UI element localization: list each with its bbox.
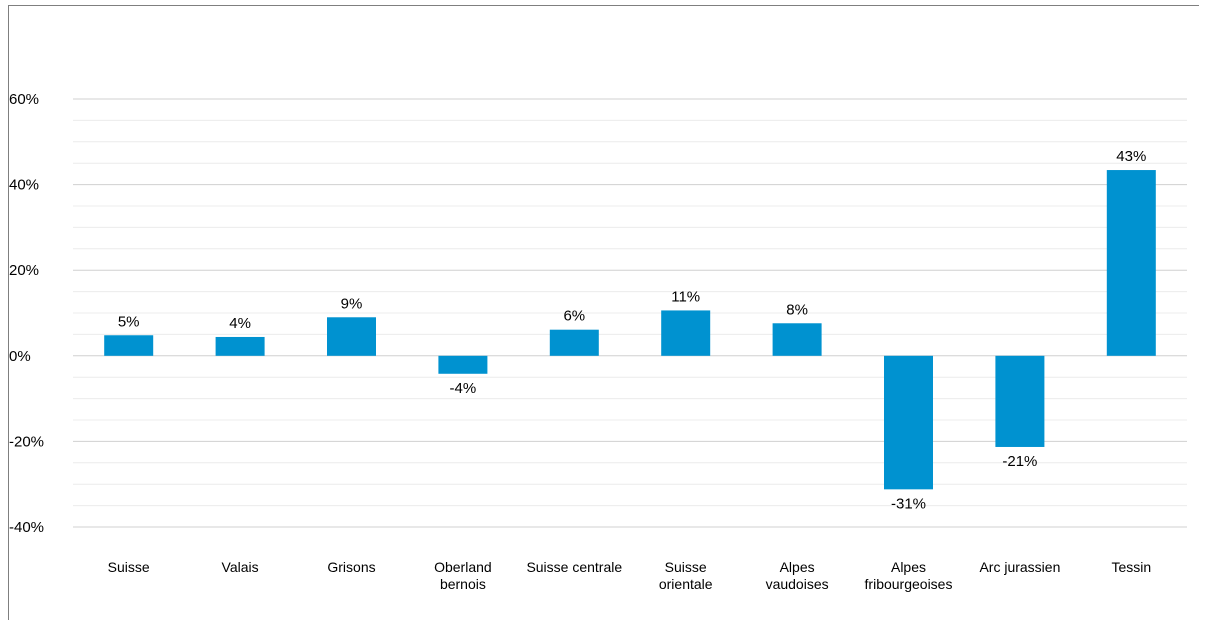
bar — [1106, 170, 1156, 356]
category-label: Grisons — [327, 559, 375, 575]
data-label: 9% — [341, 295, 363, 312]
bar — [772, 323, 822, 356]
category-label: Valais — [222, 559, 259, 575]
y-tick-label: 40% — [9, 177, 39, 194]
grid-lines — [73, 98, 1187, 528]
data-label: 6% — [563, 308, 585, 325]
y-tick-label: 20% — [9, 262, 39, 279]
category-label: Suisse — [108, 559, 150, 575]
category-label: Suisse centrale — [526, 559, 622, 575]
category-label: Tessin — [1111, 559, 1151, 575]
category-label: Suisse — [665, 559, 707, 575]
data-label: 5% — [118, 313, 140, 330]
data-label: -21% — [1002, 453, 1037, 470]
y-tick-label: 60% — [9, 91, 39, 108]
y-axis-tick-labels: -40% -20% 0% 20% 40% 60% — [9, 91, 44, 536]
bar — [549, 329, 599, 356]
chart-frame — [8, 5, 1199, 620]
bar — [215, 336, 265, 356]
category-label: Alpes — [891, 559, 926, 575]
bar — [995, 355, 1045, 447]
category-label: vaudoises — [766, 576, 829, 592]
bar — [327, 317, 376, 356]
category-label: Arc jurassien — [979, 559, 1060, 575]
bar — [661, 310, 711, 356]
category-label: Alpes — [780, 559, 815, 575]
data-label: -4% — [450, 380, 477, 397]
y-tick-label: -40% — [9, 519, 44, 536]
data-label: 11% — [671, 288, 700, 305]
category-label: orientale — [659, 576, 713, 592]
category-label: Oberland — [434, 559, 492, 575]
bars — [104, 170, 1156, 490]
category-label: bernois — [440, 576, 486, 592]
bar — [438, 355, 488, 374]
data-label: 8% — [786, 301, 808, 318]
bar — [884, 355, 933, 490]
data-labels: 5% 4% 9% -4% 6% 11% 8% -31% -21% 43% — [118, 148, 1146, 512]
data-label: 4% — [229, 315, 251, 332]
category-label: fribourgeoises — [865, 576, 953, 592]
bar — [104, 335, 154, 356]
y-tick-label: 0% — [9, 348, 31, 365]
y-tick-label: -20% — [9, 433, 44, 450]
data-label: -31% — [891, 495, 926, 512]
data-label: 43% — [1116, 148, 1146, 165]
